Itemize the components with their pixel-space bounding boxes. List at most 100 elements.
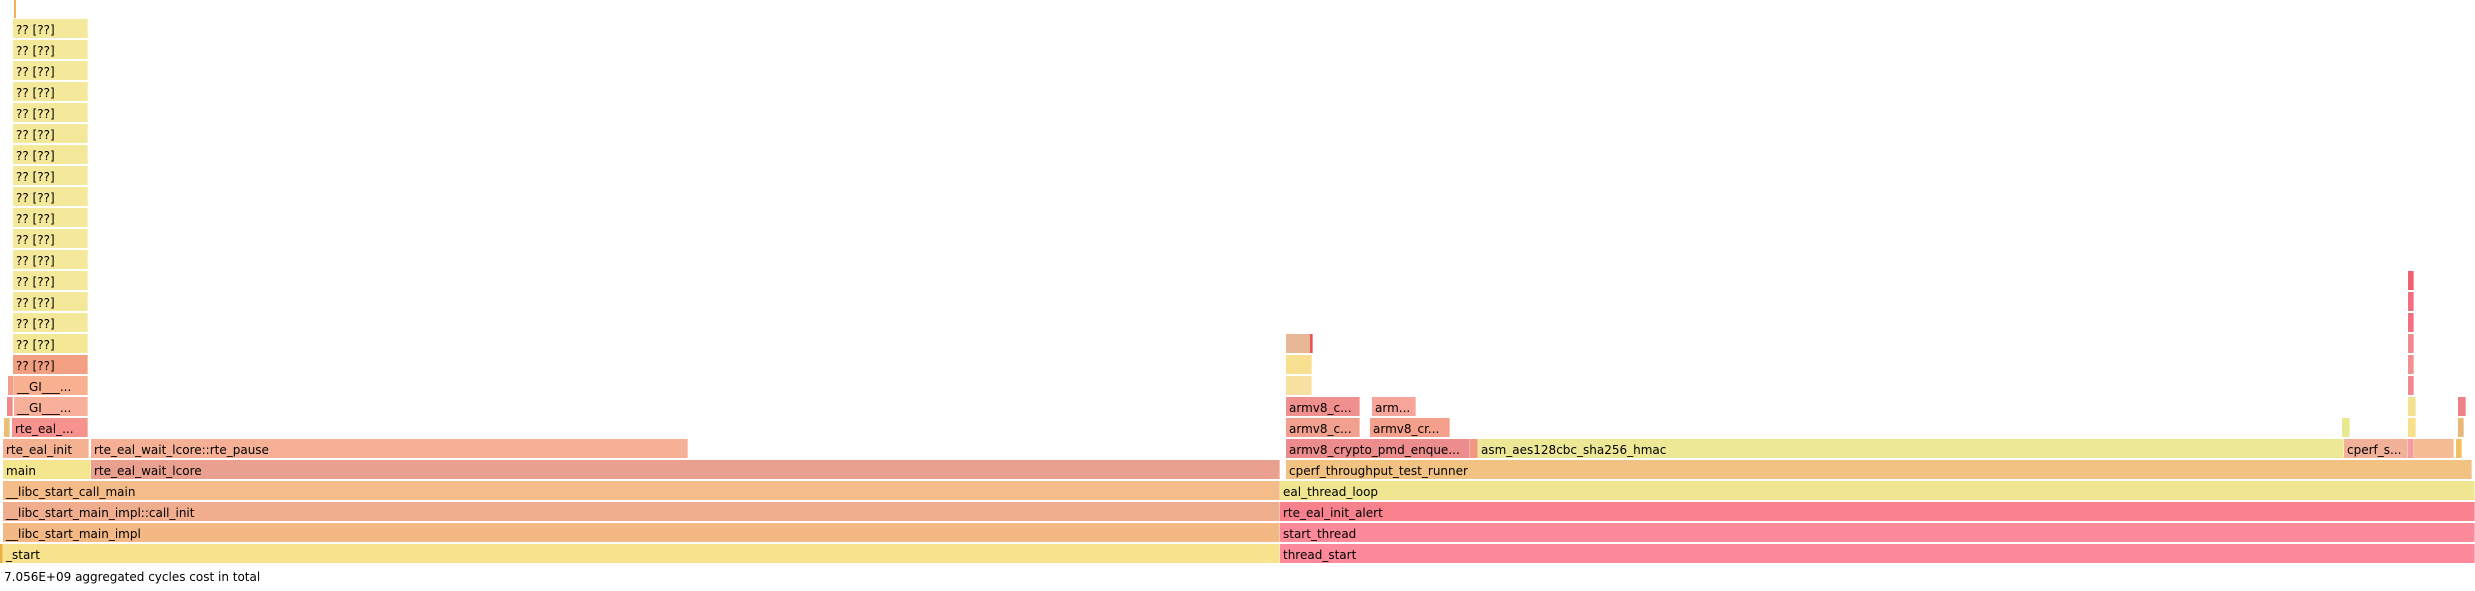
flame-frame[interactable]: cperf_throughput_test_runner (1286, 460, 2472, 479)
flame-frame[interactable] (2408, 418, 2416, 437)
flame-frame[interactable] (2408, 355, 2414, 374)
flame-frame[interactable]: ?? [??] (13, 229, 88, 248)
flame-frame-label: ?? [??] (16, 65, 55, 79)
flame-frame-label: rte_eal_wait_lcore::rte_pause (94, 443, 269, 457)
flame-frame[interactable]: start_thread (1280, 523, 2475, 542)
flame-frame[interactable]: armv8_c... (1286, 397, 1360, 416)
flame-frame[interactable] (2408, 271, 2414, 290)
flame-frame[interactable]: cperf_s... (2344, 439, 2408, 458)
flame-frame-label: rte_eal_init (6, 443, 73, 457)
flame-frame-label: rte_eal_init_alert (1283, 506, 1383, 520)
flame-frame[interactable] (1286, 334, 1312, 353)
flame-frame[interactable] (1286, 355, 1312, 374)
flame-frame-label: rte_eal_... (15, 422, 74, 436)
flame-frame[interactable]: eal_thread_loop (1280, 481, 2475, 500)
flame-frame[interactable] (2456, 439, 2462, 458)
flame-frame-label: armv8_crypto_pmd_enque... (1289, 443, 1460, 457)
flame-frame-label: thread_start (1283, 548, 1357, 562)
flame-frame[interactable]: ?? [??] (13, 187, 88, 206)
flame-frame[interactable] (2408, 313, 2414, 332)
flame-frame[interactable]: ?? [??] (13, 292, 88, 311)
flame-frame-label: ?? [??] (16, 149, 55, 163)
flame-frame[interactable] (2408, 376, 2414, 395)
flame-frame-label: ?? [??] (16, 275, 55, 289)
flame-frame[interactable] (7, 397, 13, 416)
flame-frame-label: eal_thread_loop (1283, 485, 1379, 499)
flame-graph: _start thread_start __libc_start_main_impl… (0, 19, 2475, 563)
flame-frame-label: ?? [??] (16, 23, 55, 37)
flame-frame[interactable]: ?? [??] (13, 271, 88, 290)
flame-frame[interactable] (4, 418, 10, 437)
flame-frame-label: __libc_start_main_impl (6, 527, 141, 541)
flame-frame[interactable]: ?? [??] (13, 61, 88, 80)
flame-frame[interactable] (2408, 397, 2416, 416)
flame-frame[interactable]: rte_eal_init (3, 439, 89, 458)
flame-frame[interactable]: ?? [??] (13, 166, 88, 185)
flame-frame-label: cperf_s... (2347, 443, 2402, 457)
total-cost-label: 7.056E+09 aggregated cycles cost in tota… (4, 570, 261, 584)
flame-frame[interactable]: ?? [??] (13, 250, 88, 269)
flame-frame-label: ?? [??] (16, 128, 55, 142)
flame-frame[interactable]: __GI___... (14, 376, 88, 395)
flame-frame-label: ?? [??] (16, 233, 55, 247)
flame-frame[interactable]: main (3, 460, 91, 479)
flame-frame[interactable]: ?? [??] (13, 19, 88, 38)
flame-frame-label: ?? [??] (16, 212, 55, 226)
flame-frame-label: cperf_throughput_test_runner (1289, 464, 1468, 478)
flame-frame[interactable]: __libc_start_main_impl (3, 523, 1280, 542)
flame-frame-label: main (6, 464, 36, 478)
flame-frame[interactable] (1470, 439, 1478, 458)
flame-frame-label: __libc_start_call_main (6, 485, 136, 499)
flame-frame[interactable]: rte_eal_init_alert (1280, 502, 2475, 521)
flame-frame[interactable]: rte_eal_... (12, 418, 88, 437)
flame-frame[interactable]: __libc_start_main_impl::call_init (3, 502, 1280, 521)
flame-frame[interactable]: armv8_c... (1286, 418, 1360, 437)
flame-frame[interactable]: ?? [??] (13, 103, 88, 122)
flame-frame-label: _start (6, 548, 40, 562)
flame-frame[interactable] (1310, 334, 1313, 353)
flame-frame[interactable]: ?? [??] (13, 40, 88, 59)
flame-frame-label: ?? [??] (16, 86, 55, 100)
flame-frame[interactable]: asm_aes128cbc_sha256_hmac (1478, 439, 2344, 458)
flame-frame-label: ?? [??] (16, 44, 55, 58)
flame-frame[interactable]: ?? [??] (13, 124, 88, 143)
flame-frame[interactable] (2408, 292, 2414, 311)
flame-frame[interactable]: arm... (1372, 397, 1416, 416)
flame-frame[interactable] (8, 376, 14, 395)
flame-frame-label: arm... (1375, 401, 1411, 415)
flame-frame-label: asm_aes128cbc_sha256_hmac (1481, 443, 1667, 457)
flame-frame[interactable] (2408, 439, 2414, 458)
flame-frame-label: rte_eal_wait_lcore (94, 464, 202, 478)
zoom-marker (14, 0, 16, 18)
flame-frame[interactable]: rte_eal_wait_lcore (91, 460, 1280, 479)
flame-frame[interactable] (2458, 418, 2464, 437)
flame-frame-label: armv8_c... (1289, 422, 1352, 436)
flame-frame[interactable]: __libc_start_call_main (3, 481, 1280, 500)
flame-frame-label: ?? [??] (16, 107, 55, 121)
flame-frame[interactable]: _start (3, 544, 1280, 563)
flame-frame[interactable] (2342, 418, 2350, 437)
flame-frame[interactable]: ?? [??] (13, 208, 88, 227)
flame-frame[interactable]: ?? [??] (13, 355, 88, 374)
flame-frame[interactable] (2458, 397, 2466, 416)
flame-frame[interactable]: thread_start (1280, 544, 2475, 563)
flame-frame[interactable]: armv8_cr... (1370, 418, 1450, 437)
flame-frame-label: ?? [??] (16, 191, 55, 205)
flame-frame-label: __GI___... (17, 380, 72, 394)
flame-frame-label: start_thread (1283, 527, 1357, 541)
flame-frame-label: ?? [??] (16, 254, 55, 268)
flame-frame[interactable]: __GI___... (14, 397, 88, 416)
flame-frame[interactable]: ?? [??] (13, 145, 88, 164)
flame-frame-label: armv8_cr... (1373, 422, 1440, 436)
flame-frame[interactable] (0, 544, 3, 563)
flame-frame[interactable]: ?? [??] (13, 334, 88, 353)
flame-frame[interactable] (2408, 334, 2414, 353)
flame-frame[interactable] (2414, 439, 2454, 458)
flame-frame[interactable]: armv8_crypto_pmd_enque... (1286, 439, 1470, 458)
flame-frame[interactable]: ?? [??] (13, 82, 88, 101)
flame-frame[interactable]: ?? [??] (13, 313, 88, 332)
flame-frame[interactable]: rte_eal_wait_lcore::rte_pause (91, 439, 688, 458)
flame-frame-label: ?? [??] (16, 317, 55, 331)
flame-frame[interactable] (1286, 376, 1312, 395)
flame-frame-label: ?? [??] (16, 296, 55, 310)
